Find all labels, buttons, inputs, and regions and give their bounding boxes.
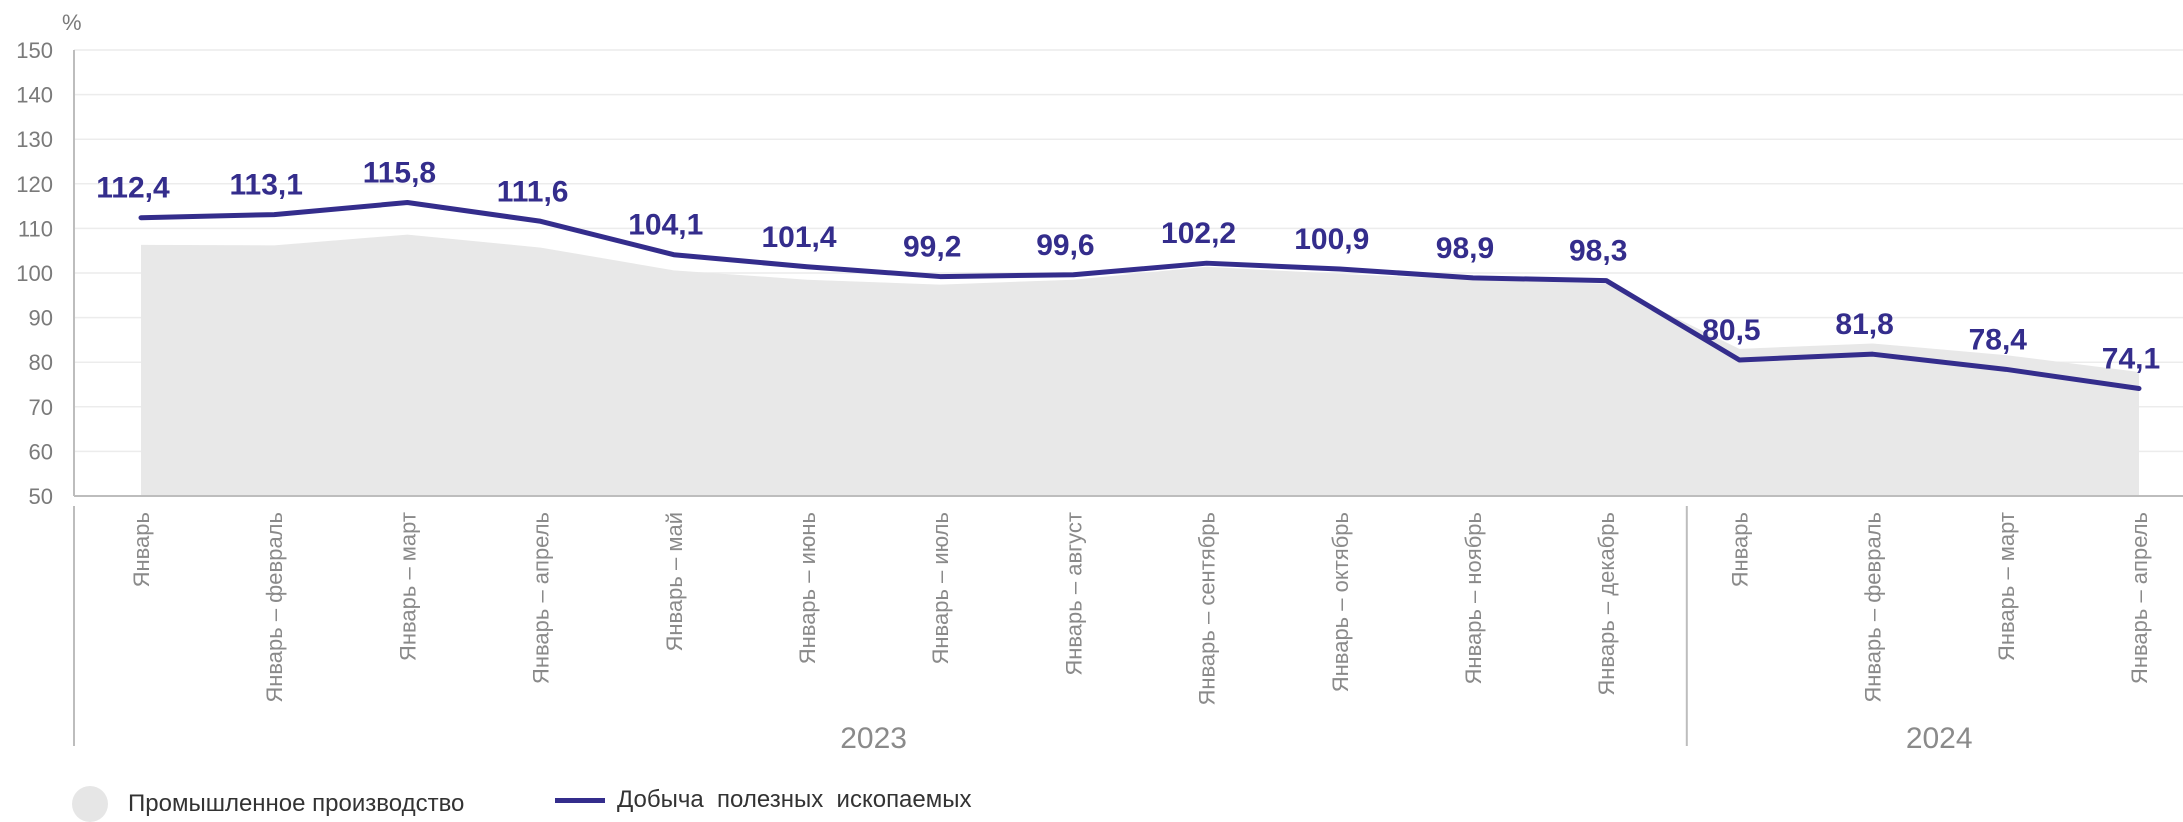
data-label: 100,9 [1294, 223, 1369, 256]
x-tick-label: Январь – декабрь [1594, 512, 1619, 696]
data-label: 113,1 [229, 169, 302, 202]
y-tick-label: 50 [29, 484, 53, 509]
x-tick-label: Январь – сентябрь [1195, 512, 1220, 706]
x-tick-label: Январь – август [1061, 512, 1086, 676]
data-label: 115,8 [363, 157, 436, 190]
x-tick-label: Январь [1727, 512, 1752, 587]
data-label: 98,3 [1569, 235, 1627, 268]
x-tick-label: Январь – июль [928, 512, 953, 664]
data-label: 104,1 [628, 209, 703, 242]
y-unit-label: % [62, 10, 82, 35]
y-tick-label: 70 [29, 395, 53, 420]
data-label: 98,9 [1436, 232, 1494, 265]
legend-swatch-line [555, 797, 605, 803]
x-tick-label: Январь [129, 512, 154, 587]
data-label: 81,8 [1835, 308, 1893, 341]
data-label: 74,1 [2102, 343, 2160, 376]
line-series-mining [138, 200, 2142, 392]
legend-item-industrial-production: Промышленное производство [72, 786, 464, 822]
x-tick-label: Январь – апрель [529, 512, 554, 684]
x-tick-label: Январь – март [1994, 512, 2019, 661]
year-group-label: 2023 [840, 722, 907, 755]
data-label: 78,4 [1969, 323, 2028, 356]
data-label: 99,2 [903, 231, 961, 264]
x-tick-label: Январь – май [662, 512, 687, 652]
x-tick-label: Январь – февраль [262, 512, 287, 703]
data-label: 80,5 [1702, 314, 1760, 347]
y-tick-label: 110 [18, 216, 53, 241]
x-tick-label: Январь – октябрь [1328, 512, 1353, 692]
data-label: 99,6 [1036, 229, 1094, 262]
y-tick-label: 140 [16, 83, 53, 108]
y-tick-label: 90 [29, 306, 53, 331]
y-tick-label: 150 [16, 38, 53, 63]
y-tick-label: 100 [16, 261, 53, 286]
year-group-label: 2024 [1906, 722, 1973, 755]
data-label: 111,6 [497, 175, 569, 208]
x-tick-label: Январь – март [395, 512, 420, 661]
x-tick-label: Январь – июнь [795, 512, 820, 664]
legend-label-mining: Добыча полезных ископаемых [617, 786, 972, 813]
legend-item-mining: Добыча полезных ископаемых [555, 786, 972, 814]
x-tick-label: Январь – февраль [1861, 512, 1886, 703]
data-label: 112,4 [96, 172, 170, 205]
data-label: 102,2 [1161, 217, 1236, 250]
x-tick-label: Январь – апрель [2127, 512, 2152, 684]
x-tick-label: Январь – ноябрь [1461, 512, 1486, 684]
y-tick-label: 80 [29, 350, 53, 375]
legend-swatch-area [72, 786, 108, 822]
area-series-industrial-production [141, 234, 2139, 497]
y-tick-label: 60 [29, 439, 53, 464]
data-label: 101,4 [761, 221, 836, 254]
legend-label-industrial-production: Промышленное производство [128, 790, 465, 817]
y-tick-label: 120 [16, 172, 53, 197]
y-tick-label: 130 [16, 127, 53, 152]
